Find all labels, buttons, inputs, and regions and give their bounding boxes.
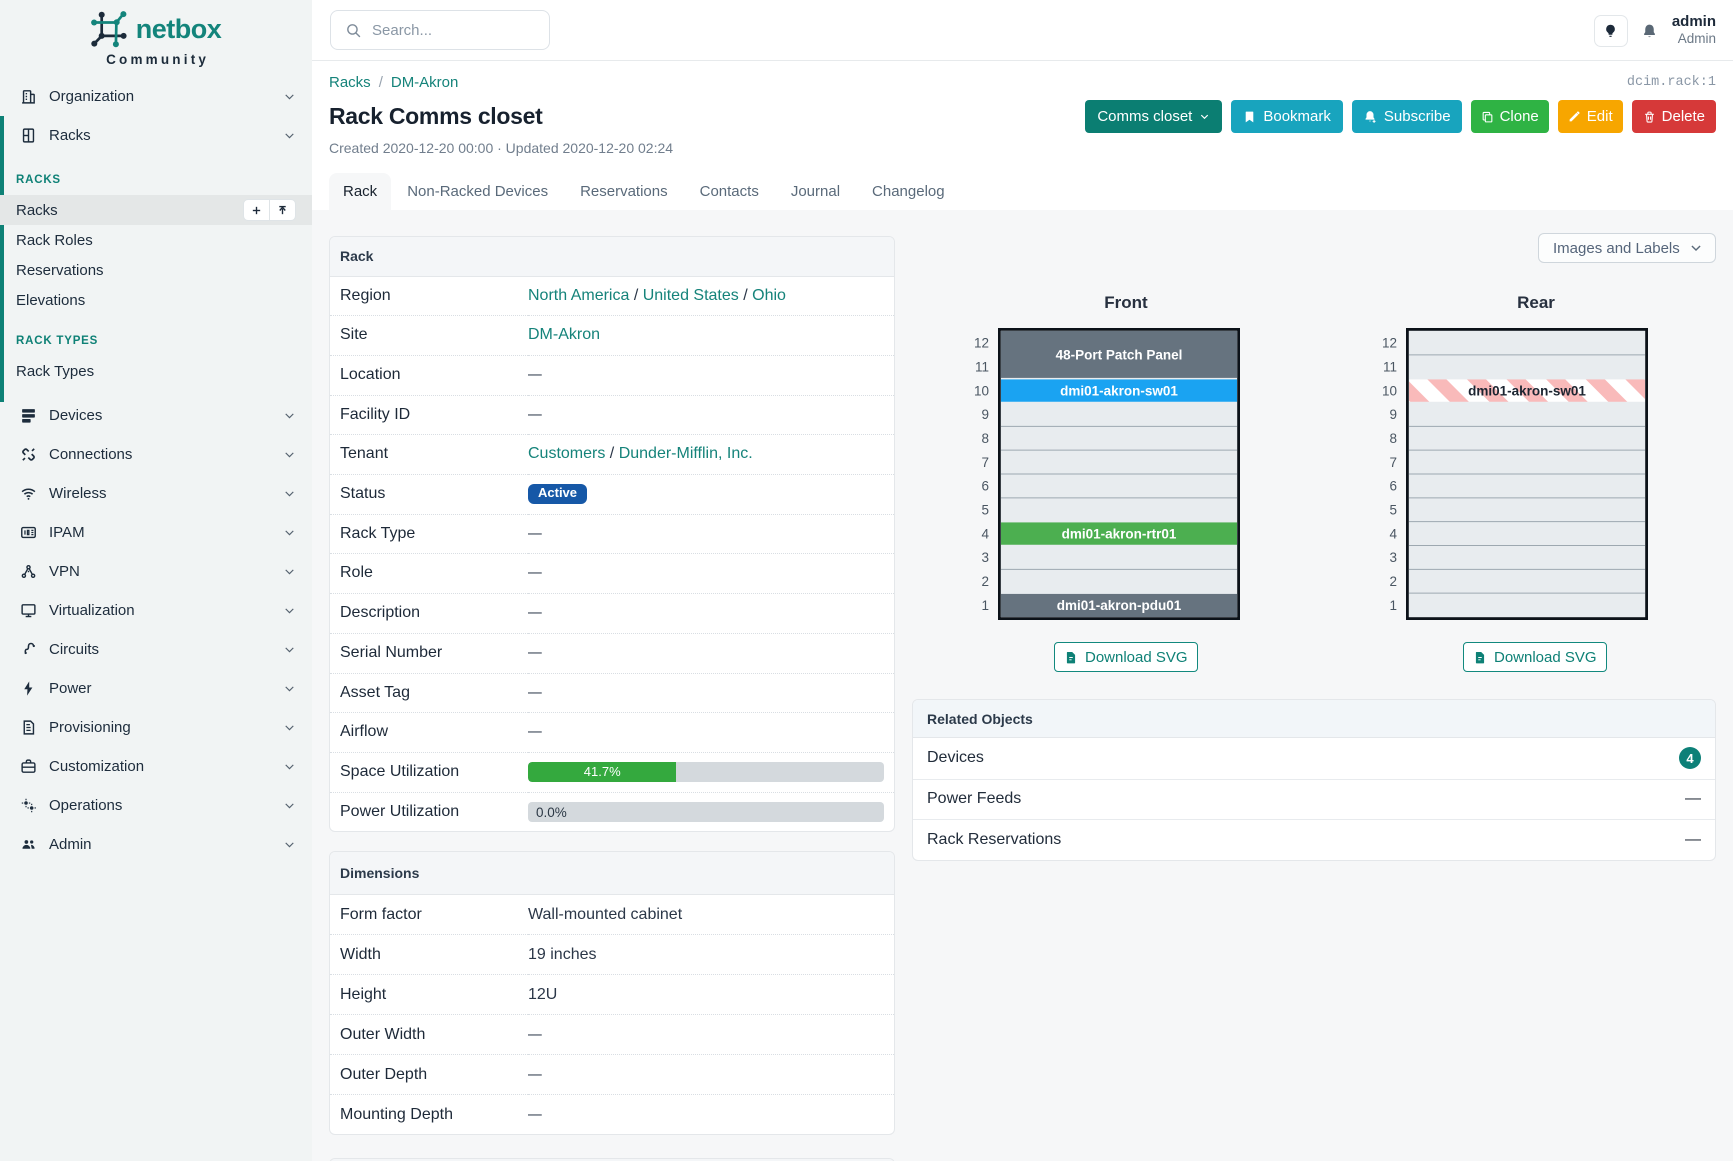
svg-text:11: 11	[975, 360, 989, 375]
svg-text:7: 7	[1389, 455, 1397, 470]
svg-text:7: 7	[981, 455, 989, 470]
svg-text:4: 4	[981, 526, 989, 541]
svg-text:5: 5	[1389, 503, 1397, 518]
svg-text:6: 6	[981, 479, 989, 494]
svg-text:8: 8	[1389, 431, 1397, 446]
svg-text:9: 9	[1389, 407, 1397, 422]
svg-text:5: 5	[981, 503, 989, 518]
svg-text:4: 4	[1389, 526, 1397, 541]
svg-text:12: 12	[1382, 336, 1397, 351]
svg-text:11: 11	[1383, 360, 1397, 375]
svg-text:8: 8	[981, 431, 989, 446]
svg-text:1: 1	[1389, 598, 1397, 613]
svg-text:dmi01-akron-sw01: dmi01-akron-sw01	[1060, 383, 1178, 398]
svg-text:3: 3	[1389, 550, 1397, 565]
svg-text:10: 10	[974, 383, 989, 398]
svg-text:10: 10	[1382, 383, 1397, 398]
svg-text:6: 6	[1389, 479, 1397, 494]
svg-text:48-Port Patch Panel: 48-Port Patch Panel	[1056, 348, 1183, 363]
svg-text:12: 12	[974, 336, 989, 351]
svg-text:2: 2	[1389, 574, 1397, 589]
svg-text:1: 1	[981, 598, 989, 613]
svg-text:9: 9	[981, 407, 989, 422]
svg-text:dmi01-akron-rtr01: dmi01-akron-rtr01	[1062, 526, 1177, 541]
svg-text:3: 3	[981, 550, 989, 565]
svg-text:2: 2	[981, 574, 989, 589]
svg-text:dmi01-akron-sw01: dmi01-akron-sw01	[1468, 383, 1586, 398]
svg-text:dmi01-akron-pdu01: dmi01-akron-pdu01	[1057, 598, 1182, 613]
